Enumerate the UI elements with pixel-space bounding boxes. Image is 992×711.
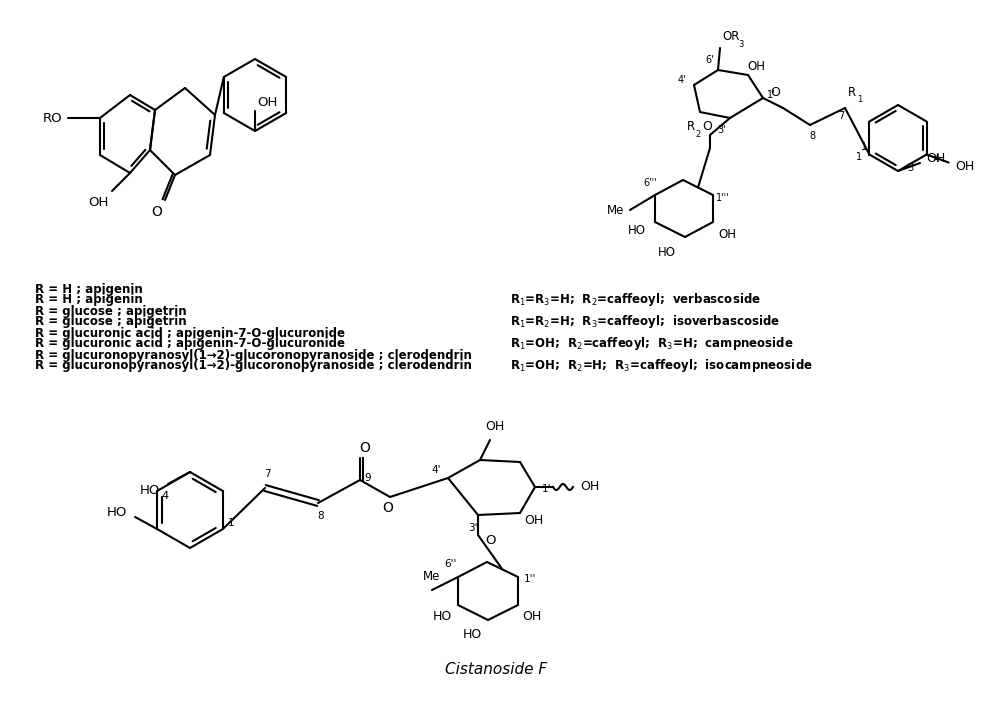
Text: OR: OR (722, 29, 739, 43)
Text: OH: OH (88, 196, 108, 210)
Text: R$_1$=R$_3$=H;  R$_2$=caffeoyl;  verbascoside: R$_1$=R$_3$=H; R$_2$=caffeoyl; verbascos… (510, 292, 761, 309)
Text: 2: 2 (695, 130, 700, 139)
Text: O: O (770, 87, 780, 100)
Text: HO: HO (140, 483, 160, 496)
Text: R = glucose ; apigetrin: R = glucose ; apigetrin (35, 316, 186, 328)
Text: 1': 1' (543, 484, 552, 494)
Text: OH: OH (955, 160, 974, 173)
Text: 1''': 1''' (716, 193, 730, 203)
Text: 1: 1 (856, 152, 862, 163)
Text: 1: 1 (857, 95, 862, 104)
Text: R = glucuronopyranosyl(1→2)-glucoronopyranoside ; clerodendrin: R = glucuronopyranosyl(1→2)-glucoronopyr… (35, 350, 472, 363)
Text: 6'': 6'' (443, 559, 456, 569)
Text: 4': 4' (432, 465, 440, 475)
Text: RO: RO (44, 112, 62, 124)
Text: OH: OH (485, 420, 505, 434)
Text: 7: 7 (838, 111, 844, 121)
Text: HO: HO (433, 611, 451, 624)
Text: 8: 8 (808, 131, 815, 141)
Text: 3': 3' (717, 125, 726, 135)
Text: 1: 1 (227, 518, 234, 528)
Text: 3: 3 (907, 163, 913, 173)
Text: 1'': 1'' (524, 574, 537, 584)
Text: O: O (152, 205, 163, 219)
Text: 4: 4 (933, 154, 939, 164)
Text: O: O (359, 441, 370, 455)
Text: R = glucuronic acid ; apigenin-7-O-glucuronide: R = glucuronic acid ; apigenin-7-O-glucu… (35, 328, 345, 341)
Text: 3: 3 (738, 40, 743, 49)
Text: R = glucuronic acid ; apigenin-7-O-glucuronide: R = glucuronic acid ; apigenin-7-O-glucu… (35, 338, 345, 351)
Text: OH: OH (525, 515, 544, 528)
Text: Me: Me (424, 570, 440, 584)
Text: R = glucose ; apigetrin: R = glucose ; apigetrin (35, 306, 186, 319)
Text: Me: Me (607, 205, 625, 218)
Text: HO: HO (628, 223, 646, 237)
Text: R: R (686, 120, 695, 134)
Text: R = H ; apigenin: R = H ; apigenin (35, 284, 143, 296)
Text: 7: 7 (264, 469, 270, 479)
Text: 6': 6' (705, 55, 714, 65)
Text: O: O (702, 120, 712, 134)
Text: 1: 1 (861, 141, 867, 151)
Text: R$_1$=R$_2$=H;  R$_3$=caffeoyl;  isoverbascoside: R$_1$=R$_2$=H; R$_3$=caffeoyl; isoverbas… (510, 314, 780, 331)
Text: 3': 3' (468, 523, 478, 533)
Text: R = glucuronopyranosyl(1→2)-glucoronopyranoside ; clerodendrin: R = glucuronopyranosyl(1→2)-glucoronopyr… (35, 360, 472, 373)
Text: 9: 9 (365, 473, 371, 483)
Text: Cistanoside F: Cistanoside F (445, 663, 547, 678)
Text: OH: OH (257, 97, 277, 109)
Text: 4': 4' (678, 75, 686, 85)
Text: R$_1$=OH;  R$_2$=caffeoyl;  R$_3$=H;  campneoside: R$_1$=OH; R$_2$=caffeoyl; R$_3$=H; campn… (510, 336, 794, 353)
Text: OH: OH (580, 479, 599, 493)
Text: HO: HO (658, 245, 676, 259)
Text: HO: HO (462, 629, 482, 641)
Text: O: O (485, 533, 495, 547)
Text: OH: OH (927, 152, 945, 166)
Text: HO: HO (107, 506, 127, 520)
Text: OH: OH (523, 611, 542, 624)
Text: 4: 4 (162, 491, 169, 501)
Text: R = H ; apigenin: R = H ; apigenin (35, 294, 143, 306)
Text: R$_1$=OH;  R$_2$=H;  R$_3$=caffeoyl;  isocampneoside: R$_1$=OH; R$_2$=H; R$_3$=caffeoyl; isoca… (510, 358, 812, 375)
Text: O: O (383, 501, 394, 515)
Text: 1': 1' (767, 90, 776, 100)
Text: 8: 8 (317, 511, 324, 521)
Text: 6''': 6''' (643, 178, 657, 188)
Text: R: R (848, 85, 856, 99)
Text: OH: OH (718, 228, 736, 240)
Text: OH: OH (747, 60, 765, 73)
